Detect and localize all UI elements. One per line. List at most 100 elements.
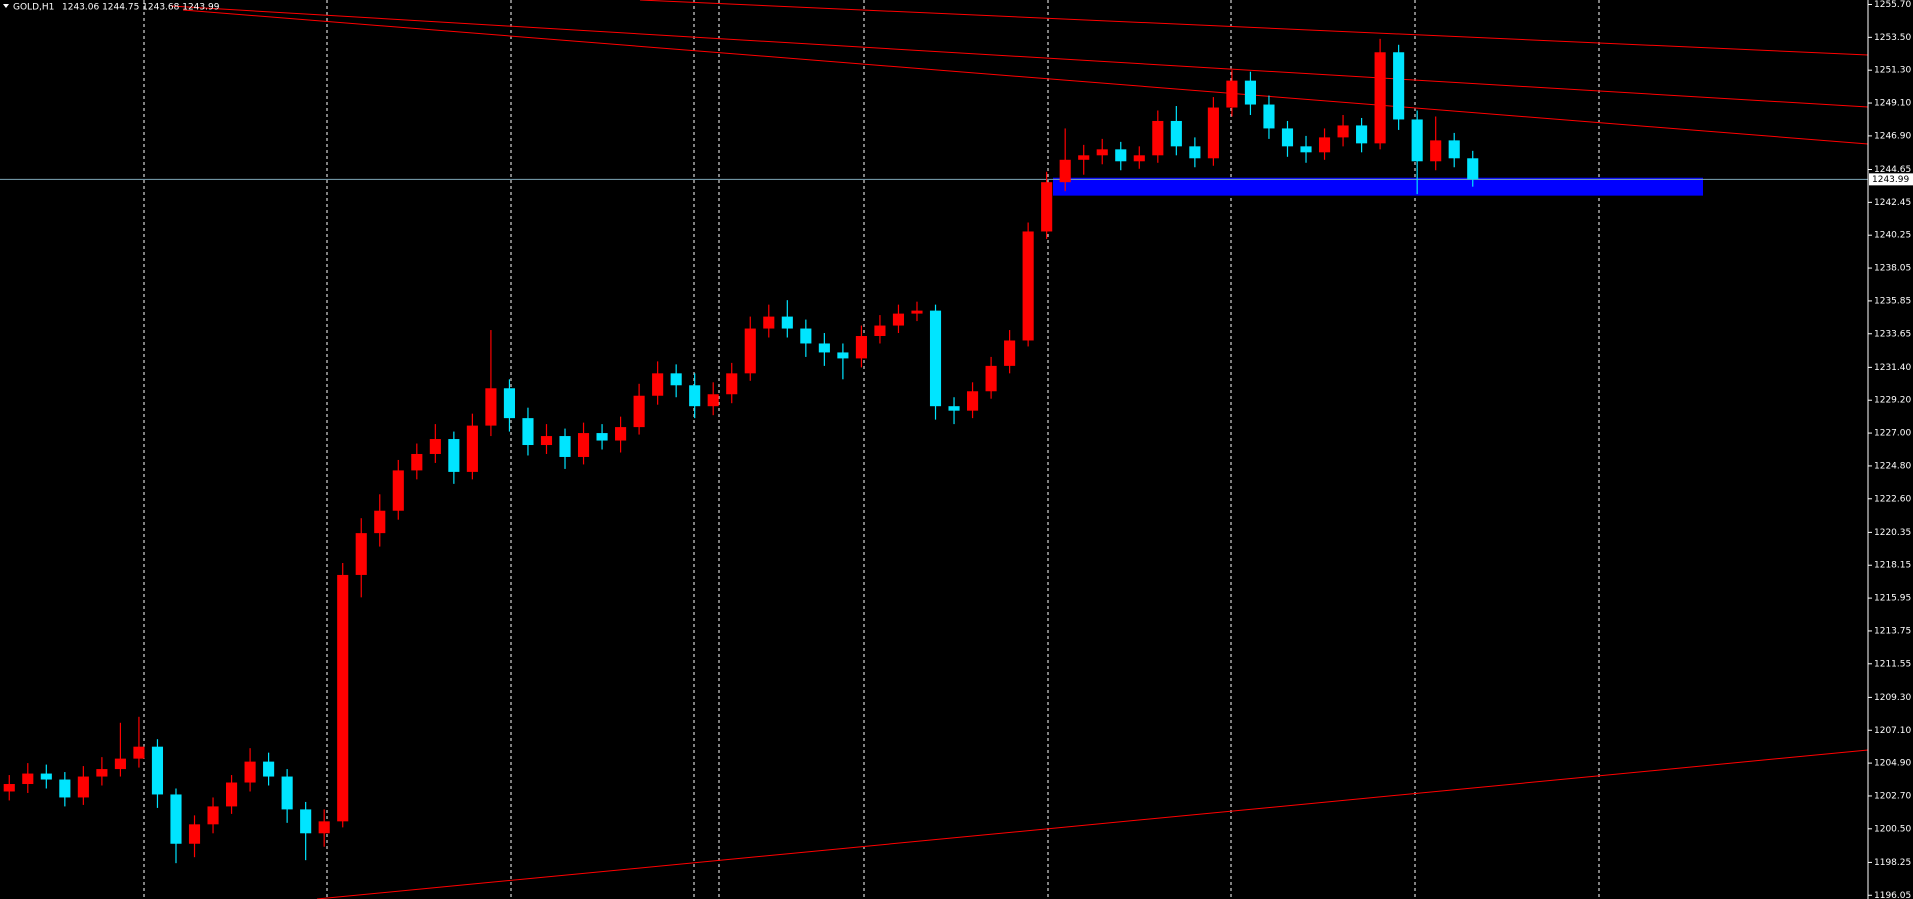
y-tick-label: 1255.70 bbox=[1874, 0, 1911, 10]
y-tick-label: 1244.65 bbox=[1874, 165, 1911, 175]
candle-body bbox=[892, 313, 905, 326]
y-tick-label: 1220.35 bbox=[1874, 528, 1911, 538]
candle-body bbox=[170, 794, 182, 844]
trend-line bbox=[639, 0, 1869, 56]
current-price-box bbox=[1869, 173, 1913, 186]
candle-body bbox=[596, 433, 608, 441]
candle-body bbox=[633, 395, 645, 428]
candle-body bbox=[1356, 125, 1368, 144]
ohlc-label: 1243.06 1244.75 1243.68 1243.99 bbox=[62, 3, 220, 13]
candle-body bbox=[411, 453, 423, 471]
candle-body bbox=[188, 824, 201, 844]
candle-body bbox=[1318, 137, 1331, 153]
candle-body bbox=[1300, 146, 1312, 153]
candle-body bbox=[577, 433, 590, 457]
candle-body bbox=[707, 394, 719, 407]
candle-body bbox=[1207, 107, 1219, 159]
candle-body bbox=[3, 784, 15, 792]
candle-body bbox=[263, 761, 275, 777]
candle-body bbox=[466, 425, 478, 472]
y-tick-label: 1242.45 bbox=[1874, 198, 1911, 208]
candle-body bbox=[1004, 340, 1016, 366]
y-tick-label: 1240.25 bbox=[1874, 231, 1911, 241]
candle-body bbox=[744, 328, 756, 374]
candle-body bbox=[948, 406, 960, 411]
y-tick-label: 1209.30 bbox=[1874, 693, 1911, 703]
y-tick-label: 1200.50 bbox=[1874, 824, 1911, 834]
trend-lines bbox=[170, 0, 1869, 899]
candle-body bbox=[1115, 149, 1127, 162]
y-tick-label: 1218.15 bbox=[1874, 561, 1911, 571]
y-tick-label: 1235.85 bbox=[1874, 296, 1911, 306]
candle-body bbox=[318, 821, 330, 834]
candle-body bbox=[207, 806, 219, 825]
candle-body bbox=[1263, 104, 1275, 129]
symbol: GOLD,H1 bbox=[13, 3, 54, 13]
trend-line bbox=[182, 9, 1869, 145]
price-axis: 1255.70 1253.50 1251.30 1249.10 1246.90 1244.… bbox=[1868, 0, 1913, 899]
y-tick-label: 1246.90 bbox=[1874, 131, 1911, 141]
candle-body bbox=[1411, 119, 1423, 162]
y-tick-label: 1213.75 bbox=[1874, 626, 1911, 636]
y-tick-label: 1253.50 bbox=[1874, 33, 1911, 43]
candle-body bbox=[1096, 149, 1108, 156]
candle-body bbox=[244, 761, 256, 783]
candle-body bbox=[1078, 155, 1090, 160]
y-tick-label: 1211.55 bbox=[1874, 659, 1911, 669]
candle-body bbox=[615, 427, 627, 441]
y-tick-label: 1198.25 bbox=[1874, 858, 1911, 868]
candle-body bbox=[133, 746, 145, 759]
y-tick-label: 1207.10 bbox=[1874, 726, 1911, 736]
candle-body bbox=[929, 310, 942, 407]
y-tick-label: 1238.05 bbox=[1874, 264, 1911, 274]
candle-body bbox=[837, 352, 849, 359]
candle-body bbox=[967, 391, 979, 411]
y-tick-label: 1196.05 bbox=[1874, 891, 1911, 899]
candle-body bbox=[911, 310, 923, 314]
candle-body bbox=[1448, 140, 1460, 159]
y-tick-label: 1227.00 bbox=[1874, 429, 1911, 439]
candle-body bbox=[77, 776, 89, 798]
candle-body bbox=[392, 470, 404, 511]
y-tick-label: 1222.60 bbox=[1874, 494, 1911, 504]
candle-body bbox=[22, 773, 34, 785]
candle-body bbox=[1041, 182, 1053, 232]
candle-body bbox=[429, 439, 441, 454]
candles bbox=[3, 38, 1479, 864]
candle-body bbox=[1337, 125, 1349, 138]
candle-body bbox=[726, 373, 738, 395]
candle-body bbox=[874, 325, 886, 337]
candle-body bbox=[448, 439, 460, 472]
candle-body bbox=[1430, 140, 1442, 162]
candle-body bbox=[337, 574, 349, 822]
candle-body bbox=[1059, 159, 1071, 183]
menu-arrow[interactable] bbox=[3, 4, 9, 8]
candle-body bbox=[689, 385, 701, 407]
zone-layer bbox=[0, 177, 1868, 196]
candle-body bbox=[855, 336, 867, 359]
candle-body bbox=[485, 388, 497, 426]
candle-body bbox=[781, 316, 793, 329]
candle-body bbox=[96, 769, 108, 777]
candle-body bbox=[818, 343, 830, 353]
candle-body bbox=[1133, 155, 1145, 162]
candle-body bbox=[59, 779, 71, 798]
candle-body bbox=[1374, 52, 1386, 144]
candle-body bbox=[114, 758, 126, 770]
candle-body bbox=[540, 436, 553, 446]
candle-body bbox=[300, 809, 312, 834]
y-tick-label: 1215.95 bbox=[1874, 594, 1911, 604]
candle-body bbox=[800, 328, 812, 344]
candle-body bbox=[151, 746, 164, 795]
y-tick-label: 1249.10 bbox=[1874, 99, 1911, 109]
candle-body bbox=[985, 365, 997, 392]
candle-body bbox=[281, 776, 293, 810]
candle-body bbox=[522, 418, 534, 446]
candle-body bbox=[1022, 231, 1034, 341]
candle-body bbox=[1152, 120, 1164, 156]
trend-line bbox=[170, 5, 1869, 108]
y-tick-label: 1229.20 bbox=[1874, 396, 1911, 406]
zone-rectangle bbox=[1053, 177, 1703, 196]
